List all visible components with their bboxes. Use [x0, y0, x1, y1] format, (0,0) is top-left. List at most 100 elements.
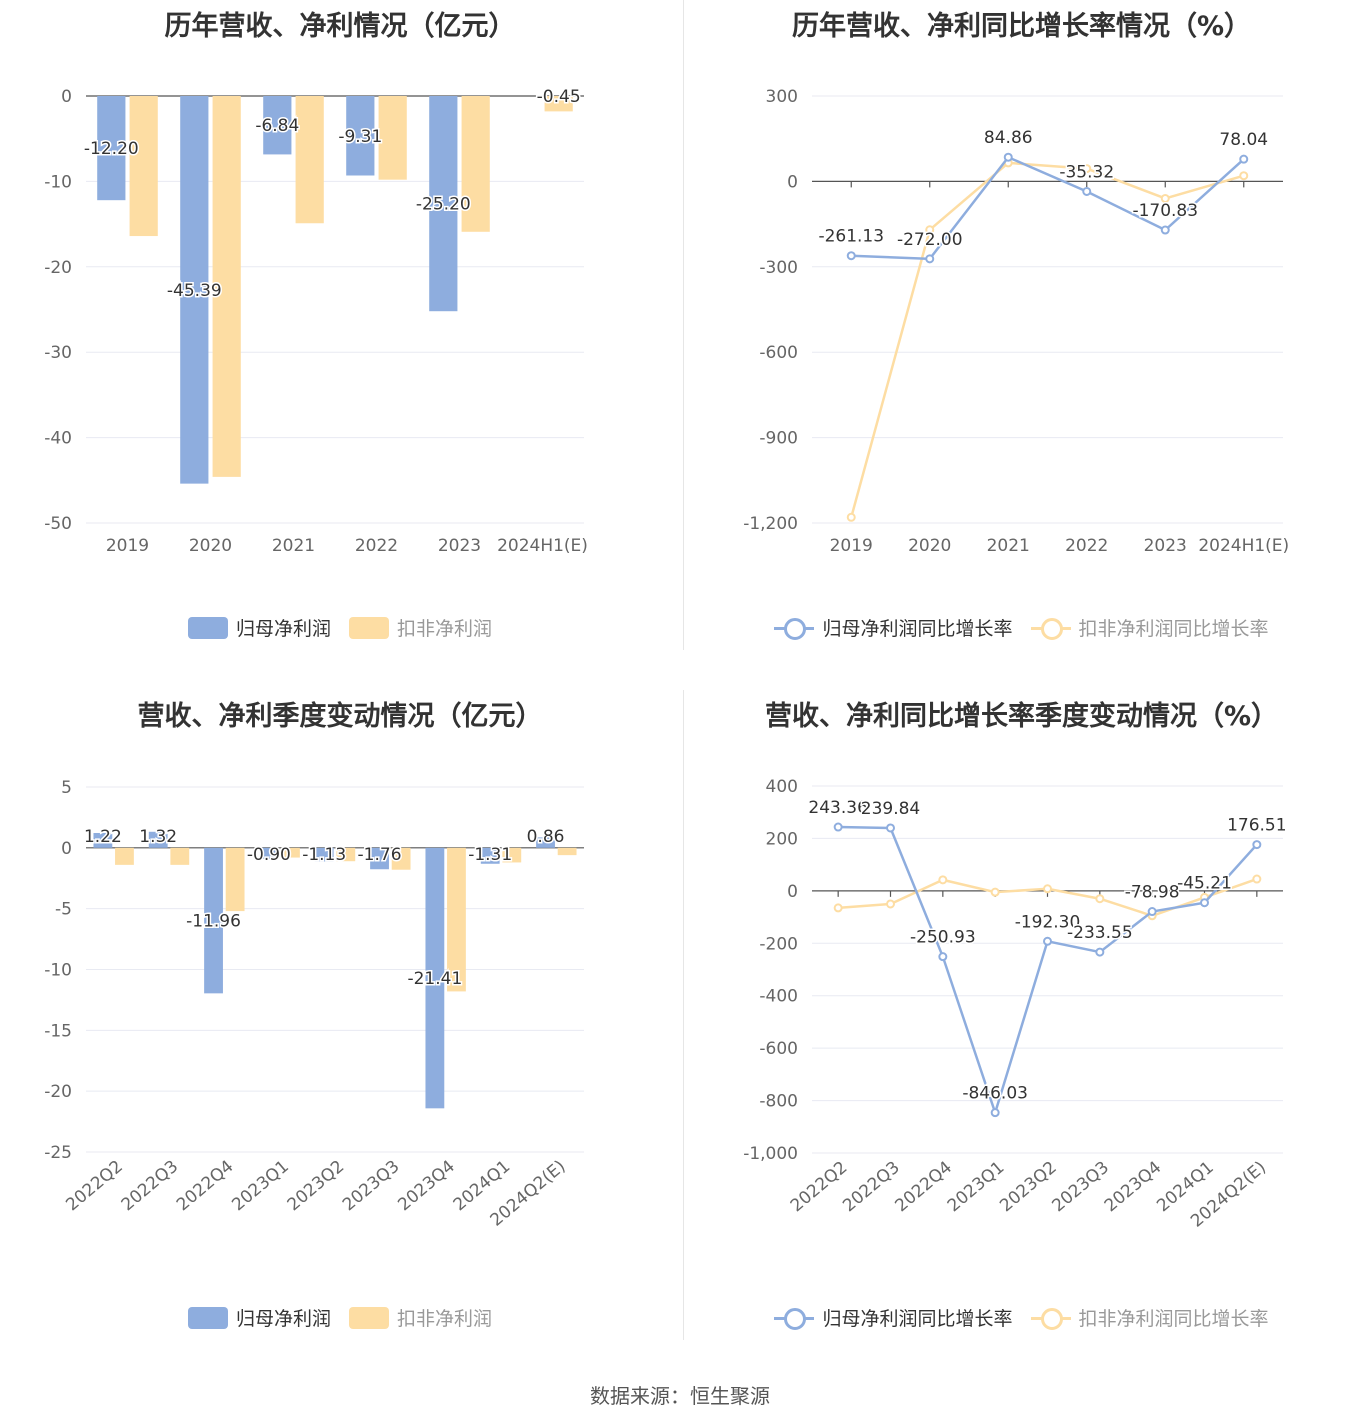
y-tick-label: -25 — [44, 1143, 72, 1163]
bar — [180, 96, 209, 484]
chart-plot: 300 0 -300 -600 -900 -1,200 2019 2020 2021 2022 20… — [743, 87, 1289, 556]
legend-swatch — [1030, 1307, 1071, 1330]
y-tick-label: -50 — [44, 514, 72, 534]
bar — [281, 847, 300, 858]
legend-label: 扣非净利润 — [397, 618, 493, 640]
bar — [557, 847, 577, 856]
legend-item-parent-net-profit[interactable]: 归母净利润 — [187, 614, 331, 641]
x-tick-label: 2024H1(E) — [1198, 536, 1289, 556]
data-label: -233.55 — [1067, 923, 1133, 943]
legend-item-parent-net-profit-growth[interactable]: 归母净利润同比增长率 — [774, 1304, 1013, 1331]
data-label: -250.93 — [910, 928, 976, 948]
x-tick-label: 2023 — [1144, 536, 1187, 556]
y-tick-label: 5 — [61, 778, 72, 798]
data-point — [990, 887, 1000, 897]
x-tick-label: 2024H1(E) — [497, 536, 588, 556]
chart-plot: 0 -10 -20 -30 -40 -50 2019 2020 2021 2022 2023 2024… — [44, 86, 588, 557]
x-tick-label: 2019 — [830, 536, 873, 556]
data-point — [886, 899, 895, 909]
bar — [97, 96, 126, 201]
chart-plot: 5 0 -5 -10 -15 -20 -252022Q22022Q32022Q42023Q1… — [44, 778, 584, 1231]
data-label: 0.86 — [527, 827, 565, 847]
x-tick-label: 2022 — [1065, 536, 1108, 556]
chart-annual-profit: 历年营收、净利情况（亿元） 0 -10 -20 -30 -40 -50 2019 2020 20… — [0, 0, 680, 660]
chart-legend: 归母净利润同比增长率 扣非净利润同比增长率 — [683, 1304, 1360, 1331]
data-point — [925, 254, 935, 264]
y-tick-label: -15 — [44, 1021, 72, 1041]
bar — [170, 847, 190, 865]
data-label: -25.20 — [416, 195, 471, 215]
legend-item-deducted-net-profit[interactable]: 扣非净利润 — [349, 614, 492, 641]
bar — [391, 847, 411, 870]
x-tick-label: 2023Q2 — [284, 1157, 349, 1216]
y-tick-label: -10 — [44, 172, 72, 192]
legend-label: 归母净利润 — [235, 618, 331, 640]
chart-annual-growth: 历年营收、净利同比增长率情况（%） 300 0 -300 -600 -900 -1,200… — [683, 0, 1360, 660]
legend-item-deducted-net-profit-growth[interactable]: 扣非净利润同比增长率 — [1030, 614, 1269, 641]
data-point — [1043, 936, 1052, 946]
series-line — [838, 825, 1258, 1117]
data-point — [1252, 840, 1262, 850]
data-label: -21.41 — [407, 969, 462, 989]
bar — [129, 96, 158, 237]
chart-legend: 归母净利润 扣非净利润 — [0, 614, 680, 641]
y-tick-label: -5 — [55, 900, 72, 920]
data-point — [1252, 874, 1262, 884]
data-label: 78.04 — [1219, 130, 1268, 150]
y-tick-label: 400 — [766, 777, 798, 797]
bar — [212, 96, 241, 477]
data-label: -9.31 — [338, 127, 382, 147]
data-point — [1147, 907, 1157, 917]
legend-swatch — [187, 1306, 228, 1329]
data-label: -261.13 — [818, 227, 884, 247]
data-point — [1239, 171, 1249, 181]
data-label: -45.21 — [1177, 874, 1232, 894]
bar — [93, 832, 113, 848]
data-point — [1095, 947, 1105, 957]
y-tick-label: -1,000 — [743, 1144, 798, 1164]
legend-item-deducted-net-profit-growth[interactable]: 扣非净利润同比增长率 — [1030, 1304, 1269, 1331]
x-tick-label: 2019 — [106, 536, 149, 556]
bar — [259, 847, 279, 859]
data-point — [1082, 164, 1092, 174]
bar — [370, 847, 389, 870]
x-tick-label: 2022 — [355, 536, 398, 556]
legend-item-parent-net-profit[interactable]: 归母净利润 — [187, 1304, 331, 1331]
x-tick-label: 2021 — [987, 536, 1030, 556]
legend-swatch — [774, 617, 815, 640]
data-point — [833, 822, 843, 832]
legend-item-deducted-net-profit[interactable]: 扣非净利润 — [349, 1304, 492, 1331]
data-point — [1095, 894, 1105, 904]
data-point — [938, 952, 948, 962]
bar — [314, 847, 334, 862]
bar — [346, 96, 375, 176]
legend-item-parent-net-profit-growth[interactable]: 归母净利润同比增长率 — [774, 614, 1013, 641]
x-tick-label: 2023Q2 — [996, 1158, 1061, 1217]
y-tick-label: -400 — [759, 987, 798, 1007]
x-tick-label: 2022Q2 — [787, 1158, 852, 1217]
data-point — [1160, 225, 1170, 235]
data-label: -11.96 — [186, 912, 241, 932]
legend-swatch — [349, 616, 389, 639]
chart-quarterly-profit: 营收、净利季度变动情况（亿元） 5 0 -5 -10 -15 -20 -25 2022Q2 20… — [0, 690, 680, 1350]
chart-title: 营收、净利同比增长率季度变动情况（%） — [764, 701, 1279, 732]
bar — [536, 837, 555, 848]
data-point — [886, 823, 895, 833]
chart-legend: 归母净利润 扣非净利润 — [0, 1304, 680, 1331]
x-tick-label: 2022Q3 — [118, 1157, 183, 1216]
chart-plot: 4002000-200-400-600-800-1,0002022Q22022Q… — [743, 777, 1288, 1232]
bar — [447, 847, 466, 992]
data-label: -45.39 — [167, 281, 222, 301]
data-point — [846, 251, 856, 261]
data-label: 1.32 — [139, 827, 177, 847]
x-tick-label: 2021 — [272, 536, 315, 556]
data-label: 243.36 — [808, 798, 867, 818]
x-tick-label: 2023Q1 — [944, 1158, 1009, 1217]
y-tick-label: 0 — [787, 172, 798, 192]
data-label: 84.86 — [984, 128, 1033, 148]
data-label: -78.98 — [1125, 883, 1180, 903]
y-tick-label: -900 — [759, 429, 798, 449]
x-tick-label: 2022Q4 — [173, 1157, 238, 1216]
data-point — [1239, 154, 1249, 164]
bar — [204, 847, 223, 994]
